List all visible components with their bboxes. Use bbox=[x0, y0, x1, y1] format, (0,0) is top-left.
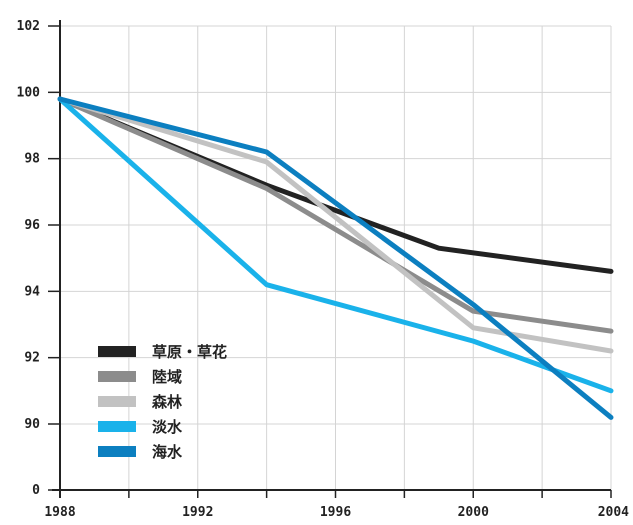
series-line-5 bbox=[57, 96, 614, 420]
x-tick-label: 1996 bbox=[320, 505, 351, 520]
legend-swatch bbox=[98, 446, 136, 457]
legend-label: 海水 bbox=[152, 443, 183, 461]
grid-lines bbox=[60, 25, 612, 490]
x-tick-label: 2004 bbox=[598, 505, 629, 520]
legend-label: 淡水 bbox=[152, 418, 183, 436]
legend-label: 森林 bbox=[152, 393, 183, 411]
legend-label: 草原・草花 bbox=[152, 343, 227, 361]
x-tick-label: 1988 bbox=[44, 505, 75, 520]
tick-labels: 0 90 92 94 96 98 100 102 1988 1992 1996 2000 2004 bbox=[17, 19, 630, 520]
legend-label: 陸域 bbox=[152, 368, 182, 386]
series-line-2 bbox=[57, 96, 614, 334]
y-tick-label: 0 bbox=[32, 483, 40, 498]
legend-swatch bbox=[98, 421, 136, 432]
legend-swatch bbox=[98, 396, 136, 407]
x-tick-label: 1992 bbox=[182, 505, 213, 520]
data-series bbox=[57, 96, 614, 420]
legend-swatch bbox=[98, 346, 136, 357]
x-tick-label: 2000 bbox=[458, 505, 489, 520]
y-tick-label: 90 bbox=[24, 417, 40, 432]
y-tick-label: 98 bbox=[24, 152, 40, 167]
series-line-3 bbox=[57, 96, 614, 354]
series-line-4 bbox=[57, 96, 614, 394]
y-tick-label: 92 bbox=[24, 351, 40, 366]
y-tick-label: 94 bbox=[24, 284, 40, 299]
y-tick-label: 96 bbox=[24, 218, 40, 233]
y-tick-label: 102 bbox=[17, 19, 40, 34]
legend-swatch bbox=[98, 371, 136, 382]
y-tick-label: 100 bbox=[17, 85, 41, 100]
